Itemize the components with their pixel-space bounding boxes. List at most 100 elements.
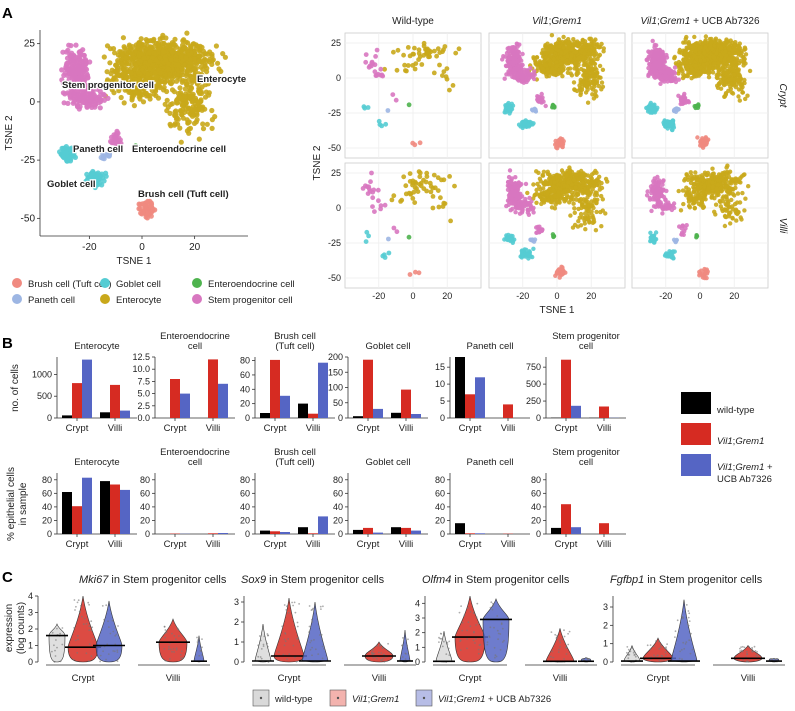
tsne-point [568,71,573,76]
tsne-point [209,53,215,59]
tsne-point [435,46,441,52]
tsne-point [153,93,159,99]
tsne-point [376,198,381,204]
tsne-point [561,34,566,40]
tsne-point [689,76,694,81]
tsne-point [510,74,515,80]
facet-row-title: Crypt [777,84,788,109]
tsne-point [686,40,691,45]
tsne-point [366,184,372,190]
tsne-point [541,169,547,174]
tsne-point [97,105,103,111]
tsne-point [507,66,513,71]
tsne-point [101,54,107,60]
tsne-point [107,60,113,66]
x-axis-title: TSNE 1 [116,256,151,267]
tsne-point [385,108,391,113]
tsne-point [681,72,686,77]
tsne-point [515,74,520,80]
tsne-point [747,68,753,74]
tsne-point [725,63,730,69]
tsne-point [728,86,733,92]
tsne-point [75,103,81,109]
tsne-point [737,98,742,103]
tsne-point [205,81,211,87]
tsne-point [63,150,69,156]
tsne-point [741,63,746,68]
tsne-point [169,49,175,55]
y-tick-label: 0 [29,97,35,108]
legend-key [12,278,22,288]
tsne-point [711,55,717,60]
tsne-point [722,40,727,46]
tsne-point [81,52,87,59]
tsne-point [416,47,422,53]
tsne-point [97,88,103,95]
tsne-point [378,203,384,209]
x-tick-label: -20 [82,242,97,253]
tsne-point [165,61,172,67]
tsne-point [66,66,72,73]
tsne-point [412,66,418,72]
tsne-point [679,101,684,106]
tsne-point [594,170,599,175]
tsne-point [144,38,151,45]
tsne-point [424,51,429,56]
tsne-point [196,136,202,142]
tsne-point [423,179,429,185]
tsne-point [119,61,125,67]
tsne-point [85,75,91,81]
tsne-point [197,90,203,96]
tsne-point [733,85,739,90]
tsne-point [437,50,443,55]
tsne-point [448,218,453,224]
tsne-point [552,70,557,75]
tsne-point [175,62,181,68]
tsne-point [71,71,77,77]
tsne-point [160,32,166,39]
tsne-point [546,57,551,62]
tsne-point [386,250,392,256]
tsne-point [83,94,89,100]
tsne-point [391,49,396,55]
tsne-point [196,58,202,64]
tsne-point [695,72,700,77]
tsne-point [718,45,724,51]
tsne-point [597,63,603,69]
tsne-point [591,61,597,66]
tsne-point [369,170,374,176]
tsne-point [173,98,180,104]
tsne-point [697,45,703,51]
tsne-point [76,58,82,64]
tsne-point [507,56,513,61]
tsne-point [166,66,172,72]
tsne-point [585,81,590,86]
tsne-point [729,52,734,58]
tsne-point [652,102,657,107]
tsne-point [389,197,395,203]
tsne-point [652,75,658,80]
tsne-point [186,89,192,95]
tsne-point [382,202,388,208]
tsne-point [148,84,154,90]
tsne-point [684,65,690,71]
tsne-point [734,69,739,74]
tsne-point [398,199,403,204]
tsne-point [136,201,142,207]
tsne-point [222,54,228,60]
tsne-point [370,195,376,201]
tsne-point [99,182,105,188]
tsne-point [432,48,437,54]
tsne-point [194,110,200,116]
tsne-point [213,43,219,49]
tsne-point [720,64,726,69]
tsne-point [526,122,531,128]
tsne-point [529,107,535,112]
tsne-point [141,55,147,61]
tsne-point [183,55,189,61]
tsne-point [695,103,700,109]
tsne-point [370,204,375,210]
tsne-point [73,80,79,86]
tsne-point [363,239,369,245]
